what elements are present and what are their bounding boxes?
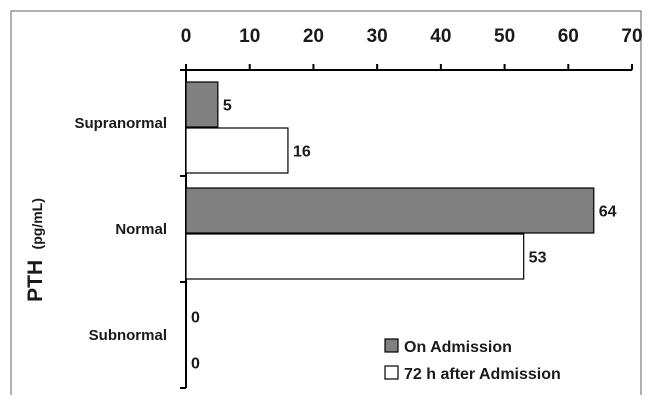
legend-swatch-72h [384, 365, 399, 380]
category-label: Normal [115, 221, 167, 238]
x-tick-label: 30 [367, 26, 388, 47]
data-label: 0 [191, 310, 200, 327]
x-tick-label: 40 [430, 26, 451, 47]
chart-frame [10, 10, 642, 395]
bar [185, 127, 289, 174]
y-axis-title-unit: (pg/mL) [29, 198, 45, 249]
y-axis-title: PTH (pg/mL) [24, 198, 47, 302]
data-label: 16 [293, 144, 311, 161]
legend: On Admission 72 h after Admission [384, 338, 561, 383]
data-label: 64 [599, 204, 617, 221]
x-tick-label: 50 [494, 26, 515, 47]
data-label: 0 [191, 356, 200, 373]
data-label: 5 [223, 98, 232, 115]
bar [185, 81, 219, 128]
legend-label-on-admission: On Admission [404, 339, 512, 356]
legend-swatch-on-admission [384, 338, 399, 353]
x-tick-label: 60 [558, 26, 579, 47]
x-tick-label: 0 [181, 26, 192, 47]
x-tick-label: 70 [621, 26, 642, 47]
x-tick-label: 20 [303, 26, 324, 47]
bar [185, 233, 525, 280]
data-label: 53 [529, 250, 547, 267]
svg-text:PTH (pg/mL): PTH (pg/mL) [24, 198, 47, 302]
category-label: Subnormal [89, 327, 167, 344]
category-label: Supranormal [74, 115, 167, 132]
legend-label-72h: 72 h after Admission [404, 366, 561, 383]
bar [185, 187, 595, 234]
y-axis-title-main: PTH [24, 260, 47, 302]
x-tick-label: 10 [239, 26, 260, 47]
